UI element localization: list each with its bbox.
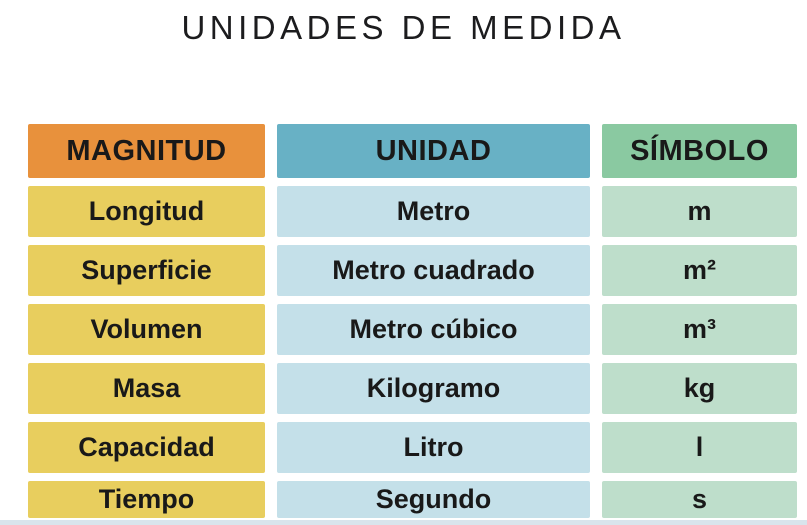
column-header-magnitud: MAGNITUD — [28, 124, 265, 178]
cell-simbolo-m2: m² — [602, 245, 797, 296]
cell-simbolo-m: m — [602, 186, 797, 237]
units-table: MAGNITUD UNIDAD SÍMBOLO Longitud Metro m… — [28, 124, 797, 518]
cell-simbolo-kg: kg — [602, 363, 797, 414]
cell-magnitud-superficie: Superficie — [28, 245, 265, 296]
cell-unidad-kilogramo: Kilogramo — [277, 363, 590, 414]
cell-unidad-litro: Litro — [277, 422, 590, 473]
cell-unidad-metro-cuadrado: Metro cuadrado — [277, 245, 590, 296]
cell-simbolo-s: s — [602, 481, 797, 518]
cell-magnitud-masa: Masa — [28, 363, 265, 414]
cell-unidad-metro-cubico: Metro cúbico — [277, 304, 590, 355]
bottom-strip — [0, 520, 807, 525]
cell-magnitud-capacidad: Capacidad — [28, 422, 265, 473]
cell-simbolo-m3: m³ — [602, 304, 797, 355]
cell-magnitud-tiempo: Tiempo — [28, 481, 265, 518]
cell-magnitud-volumen: Volumen — [28, 304, 265, 355]
cell-unidad-segundo: Segundo — [277, 481, 590, 518]
page-title: UNIDADES DE MEDIDA — [181, 9, 626, 46]
cell-unidad-metro: Metro — [277, 186, 590, 237]
column-header-unidad: UNIDAD — [277, 124, 590, 178]
cell-simbolo-l: l — [602, 422, 797, 473]
cell-magnitud-longitud: Longitud — [28, 186, 265, 237]
column-header-simbolo: SÍMBOLO — [602, 124, 797, 178]
